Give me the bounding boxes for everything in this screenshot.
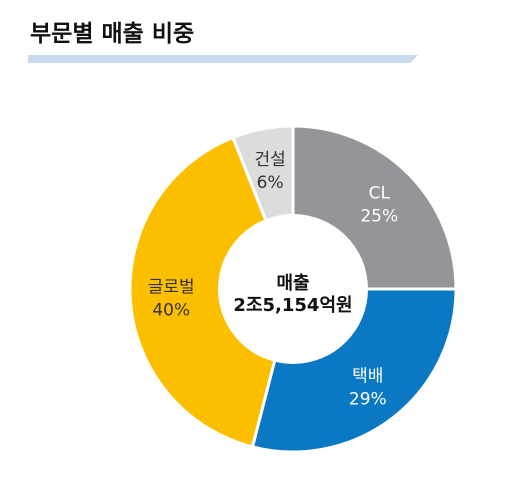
slice-category-label: 글로벌 bbox=[148, 278, 195, 298]
slice-label-2: 글로벌 40% bbox=[148, 278, 195, 321]
chart-title: 부문별 매출 비중 bbox=[30, 21, 195, 47]
slice-category-label: 건설 bbox=[254, 150, 285, 170]
slice-2 bbox=[128, 135, 295, 449]
donut-hole bbox=[218, 214, 368, 364]
slice-value-label: 29% bbox=[349, 389, 387, 409]
slice-category-label: 택배 bbox=[352, 366, 383, 386]
slice-value-label: 40% bbox=[152, 301, 190, 321]
center-label-total: 2조5,154억원 bbox=[233, 295, 352, 316]
slice-value-label: 25% bbox=[360, 207, 398, 227]
title-underline-bar bbox=[28, 55, 418, 63]
slice-value-label: 6% bbox=[257, 173, 284, 193]
center-label-title: 매출 bbox=[276, 273, 309, 294]
slice-label-0: CL 25% bbox=[360, 184, 398, 227]
donut-slice-labels: CL 25% 택배 29% 글로벌 40% 건설 6% bbox=[148, 150, 398, 409]
slice-label-1: 택배 29% bbox=[349, 366, 387, 409]
slice-label-3: 건설 6% bbox=[254, 150, 285, 193]
slice-category-label: CL bbox=[369, 184, 391, 204]
